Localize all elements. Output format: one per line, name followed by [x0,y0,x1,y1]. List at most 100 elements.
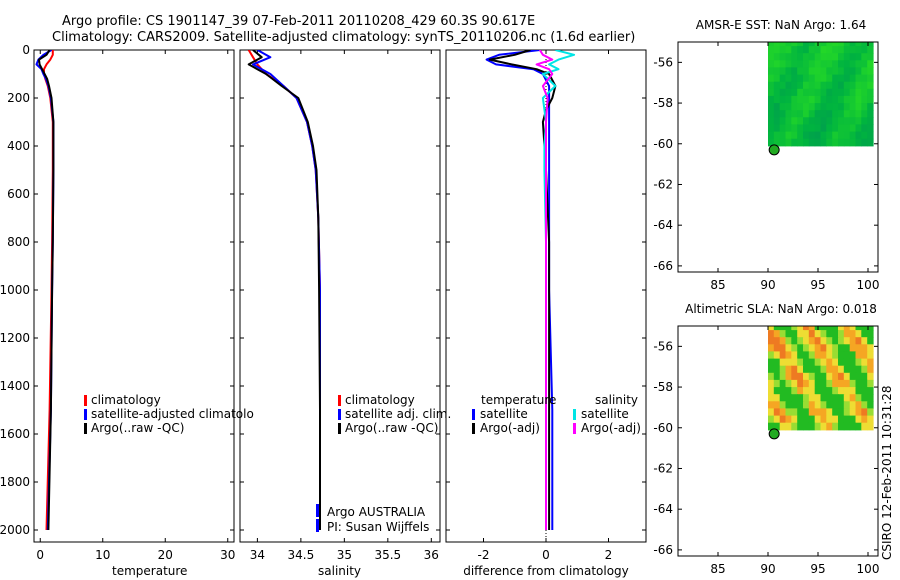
sla-map-cell [803,351,810,360]
argo-float-marker [768,144,780,156]
temperature-profile-frame [33,49,235,543]
difference-legend-swatch [573,409,576,420]
salinity-legend-label: satellite adj. clim. [345,407,451,421]
sst-map-cell [785,53,792,61]
sla-map-cell [791,316,797,324]
sla-map-cell [773,401,781,409]
sla-map-cell [832,365,839,374]
sst-map-cell [838,53,845,61]
sst-map-cell [843,46,851,54]
sst-map-cell [791,53,798,61]
sla-map-cell [814,408,822,417]
sst-map-cell [855,42,862,47]
sla-map-cell [838,365,845,374]
sla-map-cell [768,415,775,424]
sst-map-cell [838,60,845,68]
sst-map-cell [849,131,857,140]
sst-map-cell [768,46,775,54]
sla-map-cell [867,415,874,424]
difference-profile-series-group [485,50,576,530]
sst-map-cell [867,42,874,47]
sla-map-cell [791,422,798,431]
sla-map-cell [808,365,816,374]
temperature-legend-label: satellite-adjusted climatolo [91,407,254,421]
sst-map-cell [785,88,792,97]
sla-map-cell [773,344,781,352]
sst-map-cell [773,60,781,68]
sst-map-cell [791,117,798,125]
sst-map-cell [861,74,868,83]
sst-map-cell [791,124,798,133]
sst-map-cell [797,42,804,47]
sst-map-cell [820,42,827,47]
sst-map-cell [820,53,827,61]
sla-map-cell [820,379,827,388]
sst-map-cell [803,42,810,47]
sst-map-xtick-label: 95 [810,278,825,292]
sla-map-cell [785,344,792,352]
sst-map-cell [785,117,792,125]
sla-map-cell [826,387,833,395]
difference-profile-series-salinity-satellite [541,50,576,530]
sst-map-ytick-label: -58 [653,96,673,110]
sla-map-cell [820,351,827,360]
sst-map-cell [832,60,839,68]
difference-legend-label: satellite [581,407,629,421]
sst-map-cell [820,67,827,76]
sst-map-cell [849,60,857,68]
temperature-legend-swatch [84,409,87,420]
sla-map-cell [785,337,792,345]
sst-map-cell [768,88,775,97]
sst-map-cell [855,103,862,111]
sla-map-cell [773,337,781,345]
sla-map-cell [838,394,845,402]
sla-map-cell [832,372,839,381]
sla-map-cell [779,365,787,374]
sst-map-cell [779,67,787,76]
sst-map-cell [861,42,868,47]
sla-map-cell [803,415,810,424]
sla-map-cell [780,316,786,324]
sla-map-cell [832,401,839,409]
sla-map-cell [808,372,816,381]
sst-map-cell [832,74,839,83]
sla-map-cell [814,351,822,360]
sst-map-cell [826,95,833,104]
sla-map-cell [768,358,775,367]
sla-map-cell [855,337,862,345]
sst-map-cell [838,124,845,133]
sla-map-cell [779,422,787,431]
sla-map-cell [779,379,787,388]
salinity-profile-xtick-label: 34 [250,548,265,562]
sst-map-cell [791,110,798,118]
figure-title-line1: Argo profile: CS 1901147_39 07-Feb-2011 … [62,14,536,29]
sla-map-cell [867,401,874,409]
sst-map-cell [808,124,816,133]
sla-map-cell [797,365,804,374]
sla-map-cell [785,379,792,388]
sst-map-cell [826,124,833,133]
sst-map-cell [785,74,792,83]
sla-map-cell [832,337,839,345]
sst-map-cell [855,124,862,133]
sst-map-cell [861,81,868,90]
sla-map-cell [838,422,845,431]
sla-map-cell [838,415,845,424]
sla-map-cell [844,316,850,324]
sla-map-cell [855,365,862,374]
sla-map-cell [843,326,851,331]
sst-map-cell [861,124,868,133]
sla-map-cell [786,316,792,324]
difference-legend-label: satellite [480,407,528,421]
sla-map-cell [861,326,868,331]
sla-map-cell [832,379,839,388]
sst-map-cell [814,103,822,111]
sla-map-cell [867,358,874,367]
sla-map-cell [838,408,845,417]
sla-map-cell [797,316,803,324]
sla-map-cell [808,408,816,417]
sst-map-cell [773,81,781,90]
sla-map-cell [826,401,833,409]
difference-profile-xtick-label: 2 [605,548,613,562]
sst-map-cell [808,103,816,111]
